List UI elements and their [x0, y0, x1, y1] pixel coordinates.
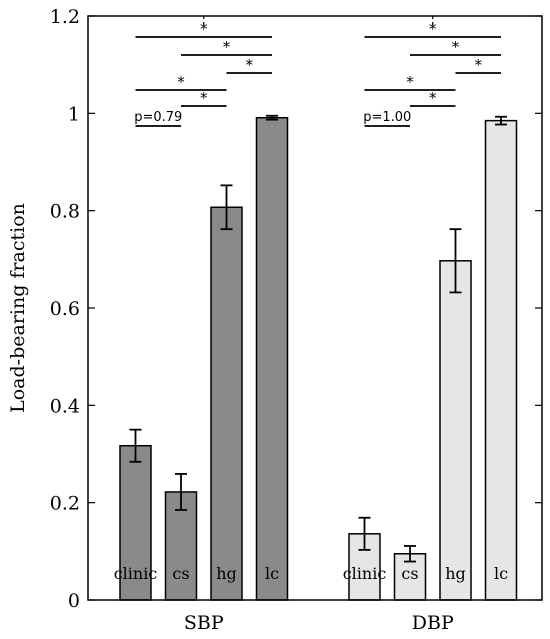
bar-label-lc: lc	[494, 564, 508, 583]
sig-label-sbp-1-3: *	[223, 38, 231, 56]
sig-label-dbp-1-2: *	[429, 89, 437, 107]
error-bar-dbp-clinic	[358, 516, 371, 551]
bar-label-clinic: clinic	[343, 564, 387, 583]
sig-label-dbp-1-3: *	[452, 38, 460, 56]
error-bar-sbp-cs	[175, 473, 187, 511]
group-label-sbp: SBP	[184, 612, 224, 634]
bar-sbp-hg	[210, 206, 243, 601]
bar-sbp-clinic	[119, 444, 152, 601]
sig-label-sbp-2-3: *	[246, 56, 254, 74]
y-tick-label-2: 0.4	[50, 395, 80, 417]
sig-label-dbp-0-1: p=1.00	[363, 110, 411, 125]
sig-label-sbp-0-3: *	[200, 20, 208, 38]
bar-label-lc: lc	[265, 564, 279, 583]
y-tick-label-5: 1	[68, 103, 80, 125]
bar-label-hg: hg	[445, 564, 466, 583]
error-bar-sbp-hg	[220, 184, 233, 231]
y-tick-label-1: 0.2	[50, 493, 80, 515]
bar-sbp-lc	[255, 116, 289, 601]
bar-label-cs: cs	[172, 564, 189, 583]
error-bar-dbp-cs	[404, 545, 416, 563]
sig-label-sbp-1-2: *	[200, 89, 208, 107]
y-axis-label: Load-bearing fraction	[7, 203, 29, 413]
error-bar-dbp-hg	[449, 228, 462, 294]
sig-label-dbp-2-3: *	[475, 56, 483, 74]
sig-label-sbp-0-2: *	[177, 73, 185, 91]
error-bar-dbp-lc	[495, 115, 507, 126]
bar-label-cs: cs	[401, 564, 418, 583]
bar-dbp-lc	[484, 119, 518, 601]
sig-label-sbp-0-1: p=0.79	[134, 110, 182, 125]
significance-layer: * * * * * p=0.79 * * * * * p=1.00	[134, 16, 501, 127]
sig-label-dbp-0-3: *	[429, 20, 437, 38]
y-tick-label-4: 0.8	[50, 201, 80, 223]
group-label-dbp: DBP	[412, 612, 454, 634]
axes-layer: SBP DBP 0 0.2 0.4 0.6 0.8 1 1.2 Load-bearing frac…	[7, 6, 543, 634]
bars-layer: clinic cs hg lc clinic cs hg lc	[114, 114, 518, 601]
sig-label-dbp-0-2: *	[406, 73, 414, 91]
error-bar-sbp-lc	[266, 114, 278, 121]
bar-dbp-hg	[439, 260, 472, 601]
y-tick-label-6: 1.2	[50, 6, 80, 28]
bar-label-clinic: clinic	[114, 564, 158, 583]
error-bar-sbp-clinic	[129, 428, 142, 463]
y-tick-label-3: 0.6	[50, 298, 80, 320]
y-tick-label-0: 0	[68, 590, 80, 612]
bar-label-hg: hg	[216, 564, 237, 583]
plot-frame	[87, 15, 543, 601]
